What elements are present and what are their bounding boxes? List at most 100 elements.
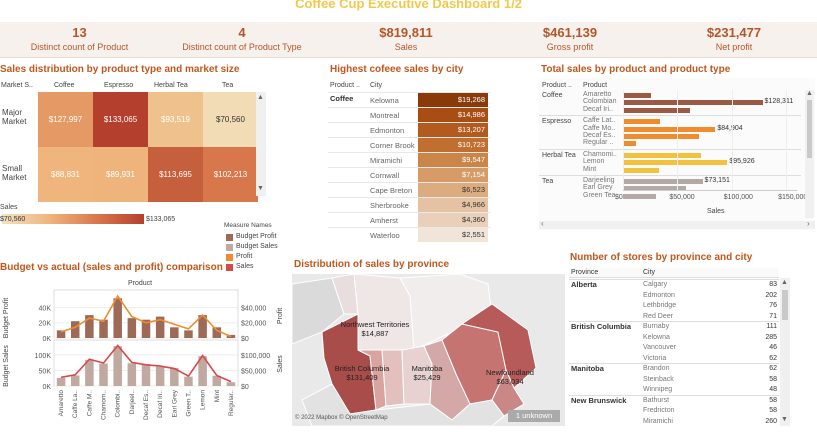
product-sales-bar[interactable] [623, 186, 687, 192]
budget-profit-bar[interactable] [184, 330, 193, 338]
budget-sales-bar[interactable] [70, 375, 80, 386]
x-gridline [677, 90, 679, 190]
scroll-up-icon[interactable]: ▲ [781, 279, 788, 286]
budget-profit-bar[interactable] [198, 315, 207, 338]
product-sales-bar[interactable] [623, 193, 656, 199]
scroll-thumb[interactable] [807, 100, 812, 158]
budget-profit-bar[interactable] [127, 318, 137, 338]
store-row[interactable]: Red Deer 71 [569, 312, 779, 322]
city-sales-row[interactable]: Miramichi $9,547 [328, 152, 490, 167]
product-sales-bar[interactable] [623, 126, 716, 132]
x-tick-label: Decaf Es.. [143, 390, 150, 420]
budget-sales-bar[interactable] [141, 364, 151, 386]
heatmap-cell[interactable]: $93,519 [148, 92, 203, 147]
store-row[interactable]: Burnaby 111 [569, 322, 779, 332]
city-sales-row[interactable]: Kelowna $19,268 [328, 92, 490, 107]
city-sales-row[interactable]: Amherst $4,360 [328, 212, 490, 227]
scroll-thumb[interactable] [782, 290, 788, 320]
budget-sales-bar[interactable] [212, 375, 222, 386]
budget-sales-bar[interactable] [184, 376, 193, 386]
store-row[interactable]: Brandon 62 [569, 364, 779, 374]
x-tick-label: $50,000 [669, 194, 695, 201]
scroll-right-icon[interactable]: › [807, 219, 810, 228]
city-sales-row[interactable]: Waterloo $2,551 [328, 227, 490, 242]
city-sales-row[interactable]: Corner Brook $10,723 [328, 137, 490, 152]
store-row[interactable]: Calgary 83 [569, 280, 779, 290]
scroll-left-icon[interactable]: ‹ [541, 219, 544, 228]
product-sales-bar[interactable] [623, 160, 728, 166]
city-sales-row[interactable]: Edmonton $13,207 [328, 122, 490, 137]
store-row[interactable]: Steinback 58 [569, 375, 779, 385]
measure-legend-item[interactable]: Profit [224, 252, 294, 262]
city-value: $4,966 [418, 198, 488, 212]
store-row[interactable]: Bathurst 58 [569, 396, 779, 406]
city-sales-row[interactable]: Cape Breton $6,523 [328, 182, 490, 197]
budget-profit-bar[interactable] [113, 298, 122, 338]
store-row[interactable]: Vancouver 46 [569, 343, 779, 353]
budget-sales-bar[interactable] [226, 382, 236, 386]
budget-sales-bar[interactable] [85, 359, 94, 386]
product-sales-bar[interactable] [623, 100, 763, 106]
heatmap-cell[interactable]: $89,931 [93, 147, 148, 202]
x-gridline [786, 90, 788, 190]
measure-legend-item[interactable]: Budget Profit [224, 232, 294, 242]
scroll-down-icon[interactable]: ▼ [781, 416, 788, 423]
city-sales-row[interactable]: Sherbrooke $4,966 [328, 197, 490, 212]
product-sales-bar[interactable] [623, 179, 703, 184]
budget-profit-bar[interactable] [56, 330, 66, 338]
stores-scrollbar[interactable]: ▲ ▼ [780, 278, 790, 426]
kpi-label: Net profit [715, 42, 753, 52]
city-sales-row[interactable]: Montreal $14,986 [328, 107, 490, 122]
heatmap-cell[interactable]: $133,065 [93, 92, 148, 147]
heatmap-cell[interactable]: $113,695 [148, 147, 203, 202]
store-row[interactable]: Kelowna 285 [569, 333, 779, 343]
heatmap-cell[interactable]: $127,997 [38, 92, 93, 147]
product-sales-vscroll[interactable]: ▲ [805, 90, 814, 218]
scroll-up-icon[interactable]: ▲ [806, 90, 813, 97]
budget-sales-bar[interactable] [198, 356, 207, 386]
budget-profit-bar[interactable] [170, 327, 179, 338]
product-sales-bar[interactable] [623, 167, 659, 173]
heatmap-cell[interactable]: $88,831 [38, 147, 93, 202]
scroll-up-icon[interactable]: ▲ [257, 94, 264, 101]
budget-sales-bar[interactable] [99, 363, 108, 386]
store-row[interactable]: Winnipeg 48 [569, 385, 779, 395]
store-row[interactable]: Lethbridge 76 [569, 301, 779, 311]
store-row[interactable]: Edmonton 202 [569, 291, 779, 301]
sales-line[interactable] [60, 344, 232, 383]
product-sales-bar[interactable] [623, 152, 702, 158]
store-row[interactable]: Fredricton 58 [569, 406, 779, 416]
product-sales-bar[interactable] [623, 93, 652, 98]
store-row[interactable]: Miramichi 260 [569, 417, 779, 427]
budget-profit-bar[interactable] [70, 321, 80, 338]
x-tick-label: Mint [214, 390, 221, 402]
scroll-down-icon[interactable]: ▼ [257, 185, 264, 192]
budget-sales-bar[interactable] [113, 346, 122, 386]
measure-legend-item[interactable]: Sales [224, 262, 294, 272]
product-sales-bar[interactable] [623, 134, 700, 139]
budget-sales-bar[interactable] [56, 377, 66, 386]
budget-profit-bar[interactable] [212, 327, 222, 338]
product-sales-hscroll[interactable]: ‹ › [539, 219, 815, 229]
budget-profit-bar[interactable] [155, 316, 165, 338]
budget-profit-bar[interactable] [85, 315, 94, 338]
product-sales-bar[interactable] [623, 107, 691, 113]
budget-sales-bar[interactable] [170, 367, 179, 386]
profit-line[interactable] [60, 294, 232, 338]
product-sales-bar[interactable] [623, 141, 637, 147]
measure-legend-item[interactable]: Budget Sales [224, 242, 294, 252]
map-unknown-badge[interactable]: 1 unknown [508, 410, 560, 422]
budget-sales-bar[interactable] [155, 366, 165, 386]
heatmap-cell[interactable]: $70,560 [203, 92, 258, 147]
heatmap-scrollbar[interactable]: ▲ ▼ [256, 92, 266, 196]
sales-map[interactable]: Northwest Territories $14,887 British Co… [292, 274, 565, 426]
product-sales-bar[interactable] [623, 119, 660, 125]
budget-profit-bar[interactable] [141, 319, 151, 338]
store-count: 202 [765, 291, 777, 299]
heatmap-cell[interactable]: $102,213 [203, 147, 258, 202]
store-row[interactable]: Victoria 62 [569, 354, 779, 364]
budget-profit-bar[interactable] [226, 334, 236, 338]
budget-profit-bar[interactable] [99, 319, 108, 338]
budget-sales-bar[interactable] [127, 363, 137, 386]
city-sales-row[interactable]: Cornwall $7,154 [328, 167, 490, 182]
